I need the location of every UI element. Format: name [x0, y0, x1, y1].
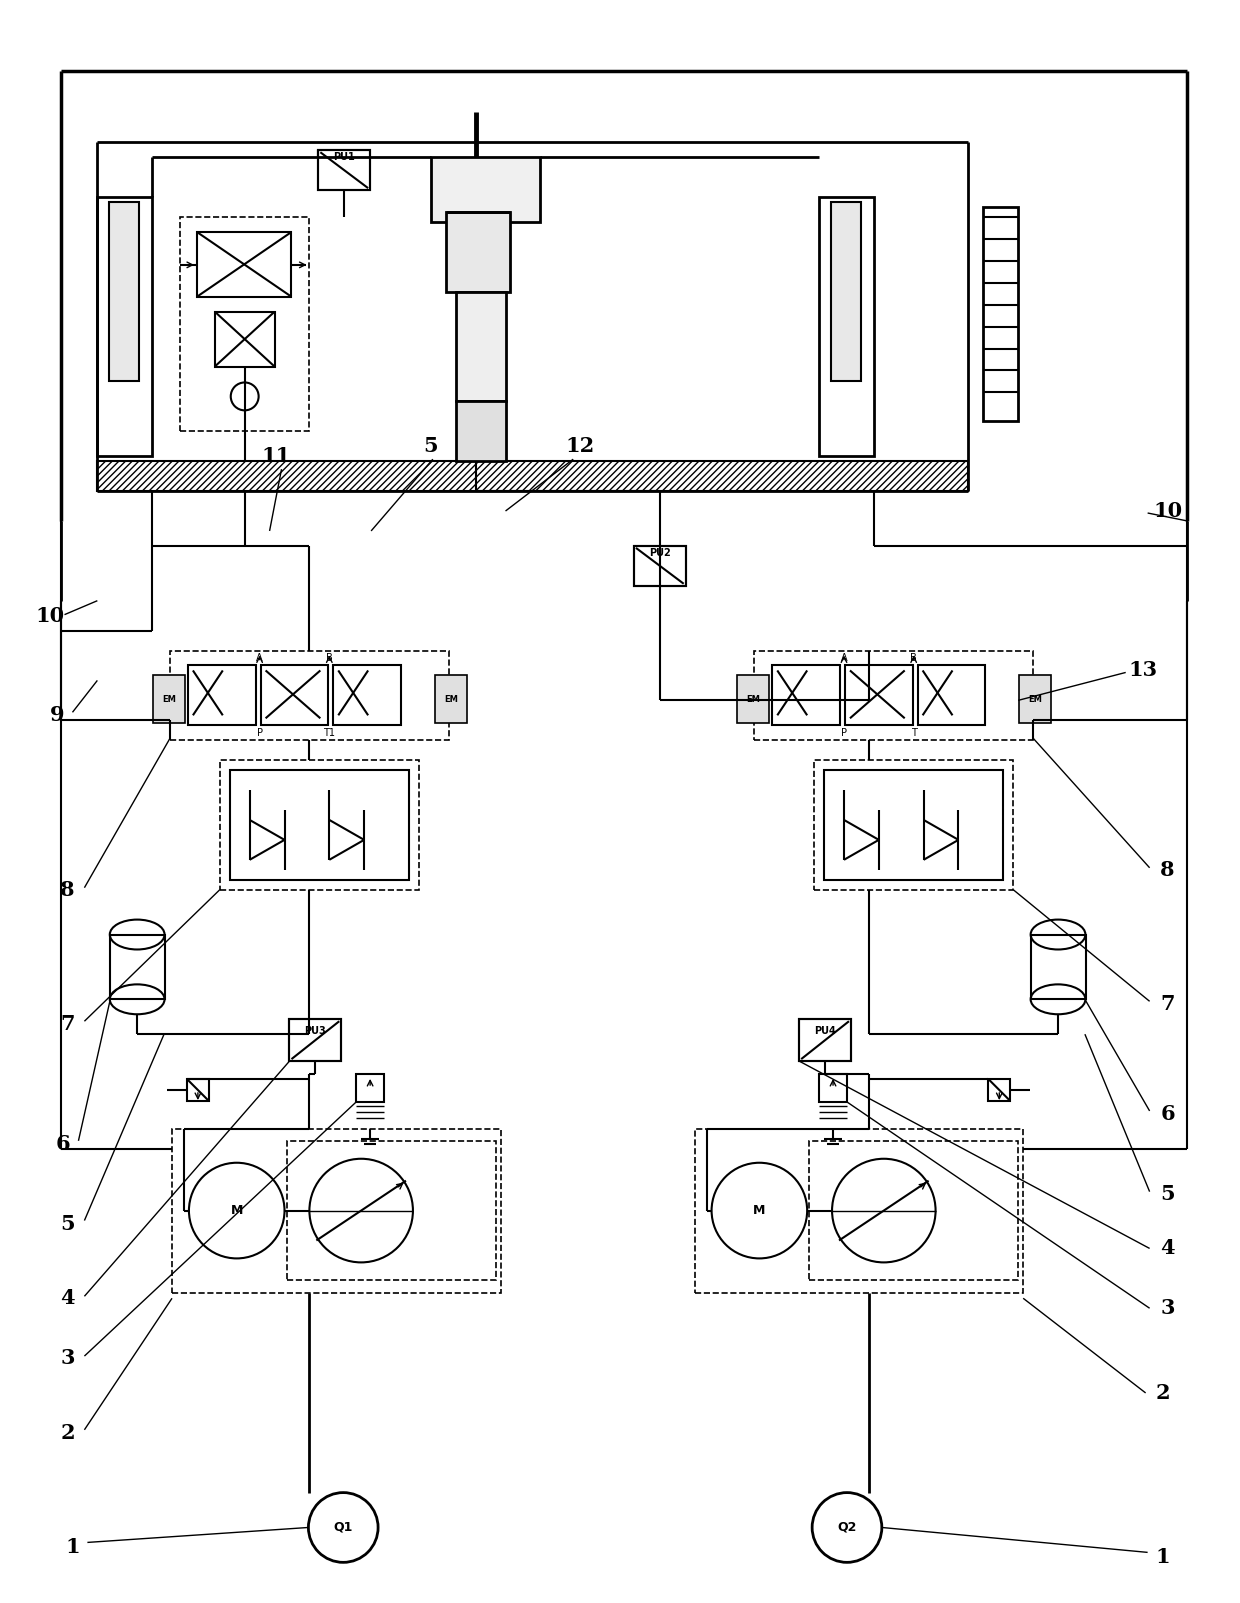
Bar [109, 202, 139, 382]
Bar [98, 197, 153, 457]
Text: 13: 13 [1128, 660, 1157, 680]
Bar [694, 1129, 1023, 1294]
Bar [800, 1020, 851, 1061]
Bar [983, 207, 1018, 422]
Text: 4: 4 [61, 1289, 74, 1308]
Bar [110, 935, 165, 999]
Text: M: M [753, 1204, 765, 1217]
Text: EM: EM [746, 694, 760, 704]
Text: 11: 11 [262, 446, 291, 466]
Text: 8: 8 [61, 880, 74, 899]
Text: B: B [910, 654, 918, 664]
Text: M: M [231, 1204, 243, 1217]
Text: PU4: PU4 [815, 1026, 836, 1036]
Bar [187, 1079, 208, 1101]
Text: 6: 6 [56, 1133, 69, 1154]
Text: PU2: PU2 [649, 548, 671, 558]
Bar [286, 1141, 496, 1281]
Bar [800, 1020, 851, 1061]
Bar [1019, 675, 1052, 723]
Bar [831, 202, 861, 382]
Text: 7: 7 [1161, 994, 1174, 1015]
Bar [430, 157, 541, 221]
Text: P: P [841, 728, 847, 739]
Text: 6: 6 [1161, 1104, 1174, 1124]
Text: Q2: Q2 [837, 1521, 857, 1534]
Text: Q1: Q1 [334, 1521, 353, 1534]
Bar [260, 665, 329, 725]
Text: 8: 8 [1161, 859, 1174, 880]
Bar [219, 760, 419, 890]
Bar [98, 462, 968, 491]
Text: EM: EM [162, 694, 176, 704]
Bar [180, 216, 310, 431]
Bar [1032, 935, 1086, 999]
Text: 4: 4 [1161, 1239, 1174, 1258]
Text: PU1: PU1 [334, 152, 355, 162]
Text: 9: 9 [50, 705, 64, 725]
Text: 10: 10 [35, 606, 64, 625]
Bar [810, 1141, 1018, 1281]
Bar [435, 675, 466, 723]
Text: 12: 12 [565, 436, 595, 457]
Bar [215, 311, 274, 367]
Bar [153, 675, 185, 723]
Text: 2: 2 [1156, 1383, 1169, 1403]
Bar [170, 651, 449, 741]
Text: 5: 5 [1161, 1183, 1174, 1204]
Bar [289, 1020, 341, 1061]
Bar [319, 151, 370, 191]
Text: A: A [257, 654, 263, 664]
Bar [754, 651, 1033, 741]
Text: 5: 5 [424, 436, 438, 457]
Text: A: A [841, 654, 847, 664]
Bar [319, 151, 370, 191]
Bar [456, 292, 506, 401]
Bar [634, 547, 686, 585]
Text: 1: 1 [66, 1537, 79, 1558]
Text: 3: 3 [1161, 1298, 1174, 1318]
Bar [334, 665, 401, 725]
Bar [289, 1020, 341, 1061]
Bar [172, 1129, 501, 1294]
Text: 5: 5 [61, 1213, 74, 1234]
Text: B: B [326, 654, 332, 664]
Bar [229, 769, 409, 880]
Text: 3: 3 [61, 1348, 74, 1367]
Bar [446, 212, 511, 292]
Text: P: P [257, 728, 263, 739]
Bar [825, 769, 1003, 880]
Bar [918, 665, 986, 725]
Text: T: T [910, 728, 916, 739]
Text: PU3: PU3 [305, 1026, 326, 1036]
Bar [844, 665, 913, 725]
Bar [820, 197, 874, 457]
Bar [820, 1074, 847, 1101]
Text: 2: 2 [61, 1423, 74, 1443]
Bar [197, 232, 291, 297]
Bar [456, 401, 506, 462]
Bar [815, 760, 1013, 890]
Text: 10: 10 [1153, 502, 1182, 521]
Bar [773, 665, 839, 725]
Bar [634, 547, 686, 585]
Bar [188, 665, 255, 725]
Text: EM: EM [1028, 694, 1042, 704]
Text: 7: 7 [61, 1015, 74, 1034]
Bar [738, 675, 769, 723]
Bar [988, 1079, 1011, 1101]
Text: 1: 1 [1156, 1547, 1169, 1568]
Text: EM: EM [444, 694, 458, 704]
Text: T1: T1 [324, 728, 335, 739]
Bar [356, 1074, 384, 1101]
